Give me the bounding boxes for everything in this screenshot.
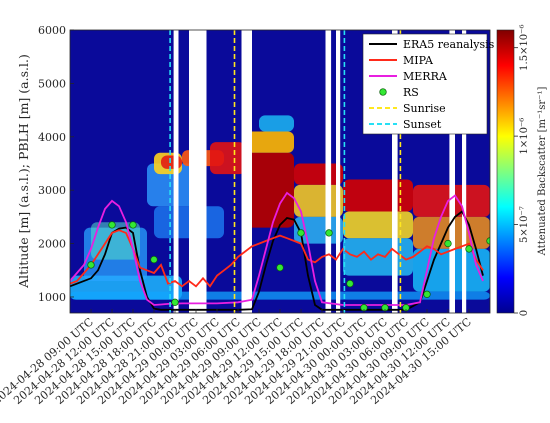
heatmap-region: [161, 155, 182, 169]
legend: ERA5 reanalysis MIPA MERRA RS Sunrise Sunset: [362, 33, 495, 135]
colorbar-tick-label: 5×10⁻⁷: [519, 206, 530, 243]
colorbar-tick-label: 1×10⁻⁶: [519, 118, 530, 155]
rs-point: [346, 279, 354, 288]
rs-point: [444, 239, 452, 248]
heatmap-region: [245, 152, 294, 228]
rs-point: [465, 245, 473, 253]
rs-point: [325, 229, 333, 237]
heatmap-region: [210, 142, 245, 175]
legend-label: ERA5 reanalysis: [403, 38, 495, 51]
y-axis-label: Altitude [m] (a.s.l.); PBLH [m] (a.s.l.): [16, 54, 31, 289]
data-gap: [336, 30, 341, 313]
rs-point: [171, 298, 179, 306]
rs-point: [150, 255, 158, 264]
colorbar-gradient: [496, 29, 515, 314]
data-gap: [449, 30, 455, 313]
colorbar: 0 5×10⁻⁷ 1×10⁻⁶ 1.5×10⁻⁶ Attenuated Backsca…: [496, 25, 548, 316]
y-tick-label: 4000: [38, 131, 66, 144]
heatmap-region: [343, 179, 413, 212]
y-tick-label: 2000: [38, 238, 66, 251]
legend-label: MERRA: [403, 70, 448, 83]
heatmap-region: [245, 131, 294, 153]
legend-label: RS: [403, 86, 419, 99]
heatmap-region: [294, 163, 343, 185]
y-tick-label: 3000: [38, 184, 66, 197]
data-gap: [325, 30, 332, 313]
rs-point: [297, 229, 305, 237]
y-tick-label: 1000: [38, 291, 66, 304]
data-gap: [241, 30, 252, 313]
series-line-mipa: [70, 229, 484, 288]
data-gap: [189, 30, 207, 313]
y-tick-label: 5000: [38, 77, 66, 90]
legend-label: Sunrise: [403, 102, 446, 115]
y-tick-label: 6000: [38, 24, 66, 37]
series-line-era5-reanalysis: [70, 210, 484, 311]
data-gap: [173, 30, 179, 313]
rs-point: [486, 237, 490, 245]
heatmap-region: [147, 163, 196, 207]
data-gap: [462, 30, 467, 313]
heatmap-region: [259, 115, 294, 132]
colorbar-tick-label: 1.5×10⁻⁶: [519, 25, 530, 71]
colorbar-label: Attenuated Backscatter [m⁻¹sr⁻¹]: [537, 87, 548, 257]
rs-point: [129, 221, 137, 229]
rs-point: [108, 221, 116, 229]
legend-swatch: [379, 88, 387, 96]
series-line-merra: [70, 191, 484, 306]
rs-point: [423, 290, 431, 298]
data-gap: [392, 30, 398, 313]
rs-point: [87, 261, 95, 269]
colorbar-tick-label: 0: [519, 310, 530, 316]
rs-point: [276, 263, 284, 272]
legend-label: Sunset: [403, 118, 442, 131]
y-axis: 1000 2000 3000 4000 5000 6000: [38, 24, 74, 304]
heatmap-region: [343, 211, 413, 239]
legend-box: [362, 33, 488, 135]
legend-label: MIPA: [403, 54, 434, 67]
